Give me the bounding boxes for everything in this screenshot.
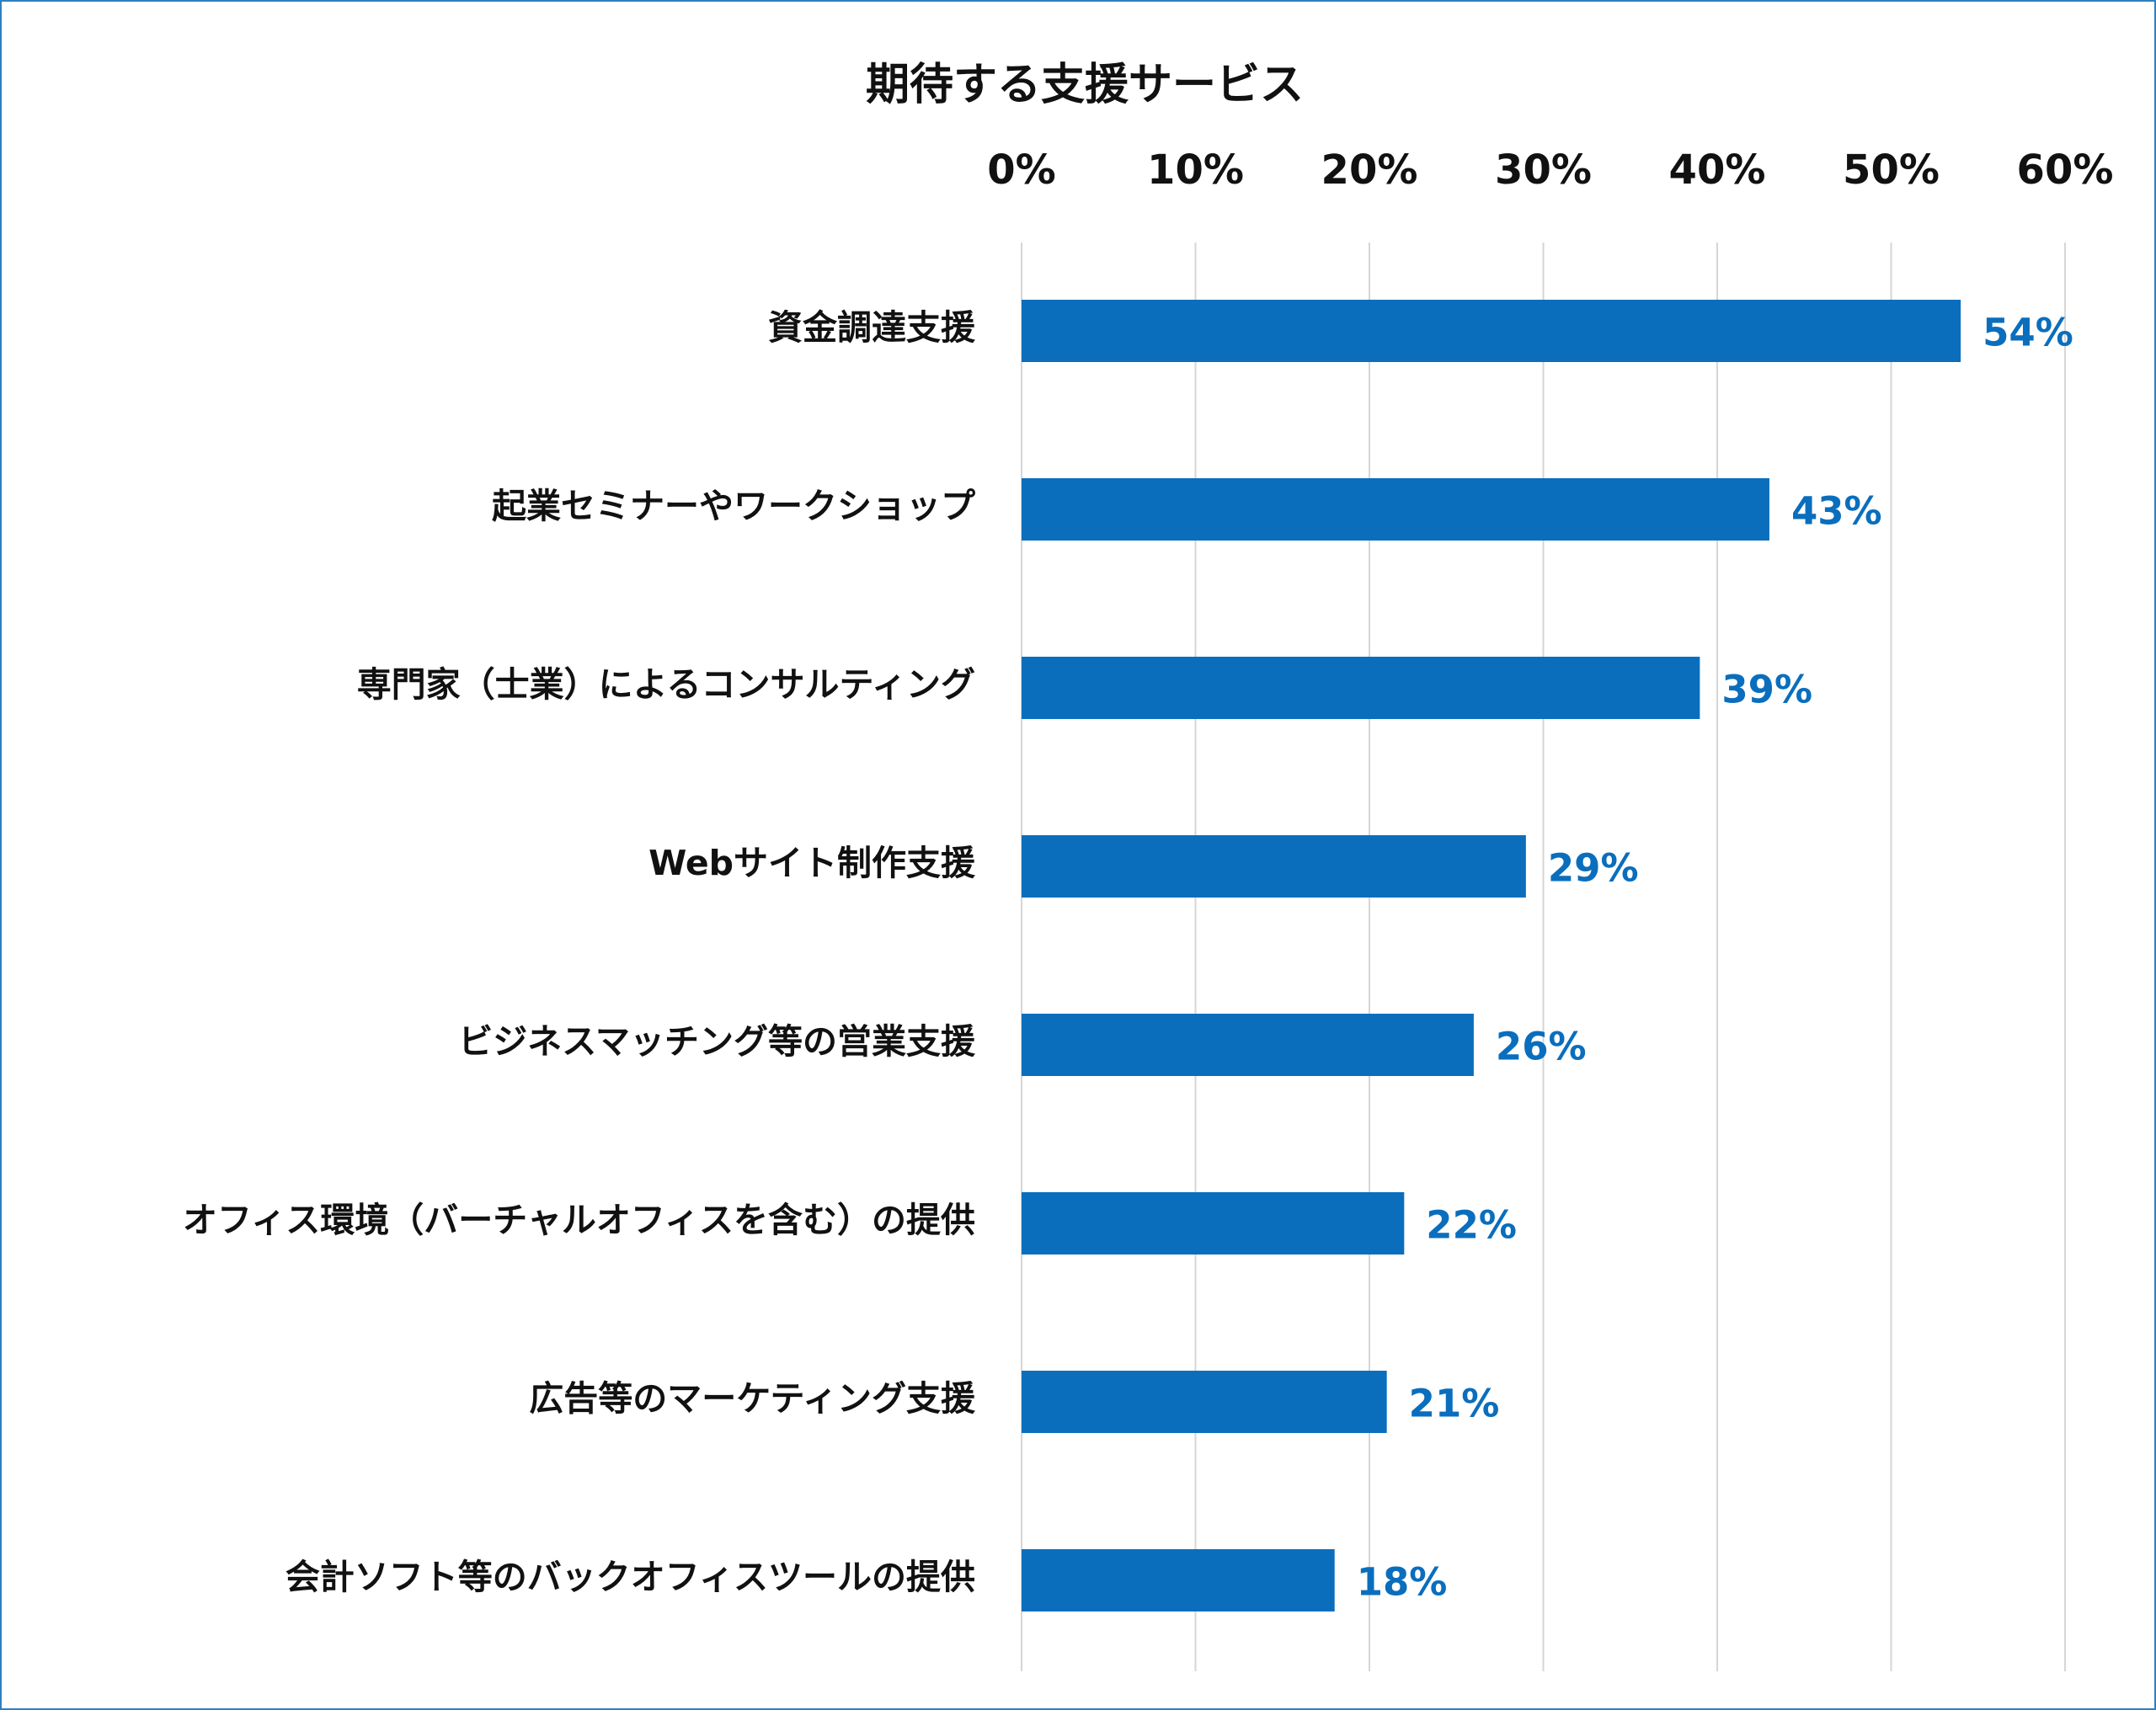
- category-label-5: オフィス環境（バーチャルオフィスを含む）の提供: [183, 1200, 975, 1240]
- data-label-3: 29%: [1548, 846, 1639, 891]
- x-tick-label-20: 20%: [1321, 146, 1418, 194]
- bar-1: [1022, 478, 1769, 541]
- data-labels: 54% 43% 39% 29% 26% 22% 21% 18%: [1357, 311, 2073, 1605]
- bar-0: [1022, 300, 1961, 362]
- chart-title: 期待する支援サービス: [866, 60, 1304, 110]
- x-tick-label-60: 60%: [2017, 146, 2114, 194]
- category-label-4: ビジネスマッチング等の営業支援: [458, 1021, 976, 1062]
- x-axis-ticks: 0% 10% 20% 30% 40% 50% 60%: [987, 146, 2113, 194]
- bar-2: [1022, 657, 1700, 719]
- x-tick-label-10: 10%: [1147, 146, 1244, 194]
- category-label-1: 起業セミナーやワークショップ: [492, 486, 975, 526]
- x-tick-label-0: 0%: [987, 146, 1056, 194]
- data-label-2: 39%: [1721, 668, 1812, 712]
- data-label-6: 21%: [1409, 1382, 1500, 1426]
- bar-4: [1022, 1014, 1474, 1076]
- category-label-0: 資金調達支援: [768, 307, 976, 348]
- x-tick-label-50: 50%: [1843, 146, 1940, 194]
- bar-5: [1022, 1192, 1405, 1255]
- x-tick-label-40: 40%: [1669, 146, 1766, 194]
- bar-7: [1022, 1549, 1335, 1611]
- category-label-7: 会計ソフト等のバックオフィスツールの提供: [286, 1557, 975, 1597]
- data-label-1: 43%: [1791, 489, 1882, 534]
- bar-6: [1022, 1371, 1387, 1433]
- category-label-2: 専門家（士業）によるコンサルティング: [357, 664, 975, 705]
- data-label-7: 18%: [1357, 1560, 1448, 1605]
- bars: [1022, 300, 1961, 1611]
- category-label-6: 広告等のマーケティング支援: [529, 1378, 976, 1419]
- data-label-5: 22%: [1426, 1203, 1517, 1248]
- category-label-3: Webサイト制作支援: [648, 843, 976, 883]
- gridlines: [1021, 242, 2066, 1671]
- data-label-4: 26%: [1496, 1025, 1587, 1069]
- x-tick-label-30: 30%: [1495, 146, 1592, 194]
- data-label-0: 54%: [1983, 311, 2073, 355]
- bar-3: [1022, 835, 1526, 898]
